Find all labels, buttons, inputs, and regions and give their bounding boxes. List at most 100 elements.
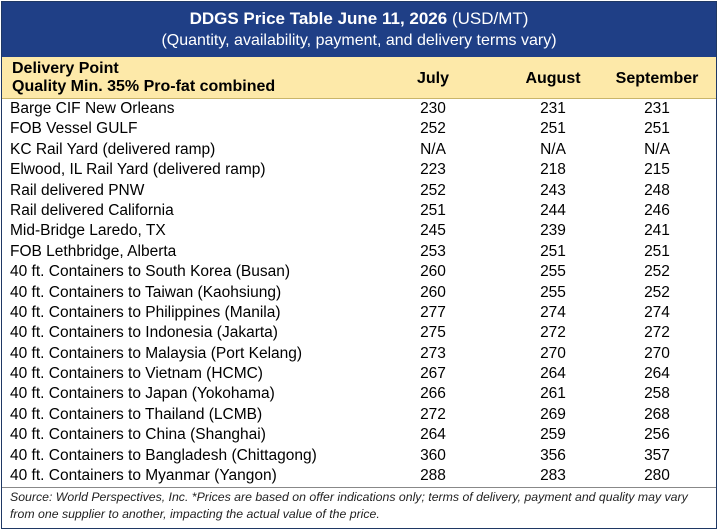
- table-row: Elwood, IL Rail Yard (delivered ramp) 223…: [2, 160, 716, 180]
- quality-label: Quality Min. 35% Pro-fat combined: [12, 78, 276, 95]
- price-july: 223: [420, 161, 446, 179]
- table-row: 40 ft. Containers to China (Shanghai) 264…: [2, 425, 716, 445]
- price-september: 270: [644, 344, 670, 362]
- delivery-point-name: 40 ft. Containers to Taiwan (Kaohsiung): [10, 283, 282, 301]
- table-row: 40 ft. Containers to Indonesia (Jakarta)…: [2, 323, 716, 343]
- source-note: Source: World Perspectives, Inc. *Prices…: [2, 487, 716, 528]
- delivery-point-name: 40 ft. Containers to Indonesia (Jakarta): [10, 324, 278, 342]
- delivery-point-name: Barge CIF New Orleans: [10, 100, 175, 117]
- delivery-point-name: 40 ft. Containers to China (Shanghai): [10, 426, 266, 444]
- table-row: 40 ft. Containers to Taiwan (Kaohsiung) 2…: [2, 283, 716, 303]
- table-body: Barge CIF New Orleans 230 231 231 FOB Vessel…: [2, 99, 716, 486]
- price-september: 258: [644, 385, 670, 403]
- price-august: 251: [540, 242, 566, 260]
- price-july: 277: [420, 303, 446, 321]
- table-row: 40 ft. Containers to South Korea (Busan)…: [2, 262, 716, 282]
- price-july: 252: [420, 181, 446, 199]
- delivery-point-name: KC Rail Yard (delivered ramp): [10, 140, 216, 158]
- delivery-point-name: Rail delivered PNW: [10, 181, 145, 199]
- price-july: 288: [420, 467, 446, 485]
- table-row: Rail delivered California 251 244 246: [2, 201, 716, 221]
- delivery-point-name: 40 ft. Containers to Japan (Yokohama): [10, 385, 275, 403]
- price-august: 231: [540, 100, 566, 117]
- price-september: 357: [644, 446, 670, 464]
- column-header-september: September: [615, 70, 699, 87]
- price-august: 255: [540, 283, 566, 301]
- price-july: 260: [420, 263, 446, 281]
- price-july: 360: [420, 446, 446, 464]
- price-july: 251: [420, 201, 446, 219]
- price-july: 266: [420, 385, 446, 403]
- delivery-point-name: 40 ft. Containers to Thailand (LCMB): [10, 405, 263, 423]
- delivery-point-name: 40 ft. Containers to Myanmar (Yangon): [10, 467, 277, 485]
- price-july: 252: [420, 120, 446, 138]
- table-title: DDGS Price Table June 11, 2026 (USD/MT): [2, 8, 716, 30]
- price-july: 230: [420, 100, 446, 117]
- delivery-point-label: Delivery Point: [12, 60, 119, 77]
- price-september: 251: [644, 242, 670, 260]
- price-july: 264: [420, 426, 446, 444]
- delivery-point-name: 40 ft. Containers to South Korea (Busan): [10, 263, 291, 281]
- column-header-august: August: [525, 70, 581, 87]
- price-july: 267: [420, 365, 446, 383]
- price-august: 239: [540, 222, 566, 240]
- price-july: N/A: [420, 140, 446, 158]
- price-july: 273: [420, 344, 446, 362]
- column-header-row: Delivery Point Quality Min. 35% Pro-fat …: [2, 57, 716, 99]
- price-september: 215: [644, 161, 670, 179]
- price-september: 248: [644, 181, 670, 199]
- price-august: 270: [540, 344, 566, 362]
- table-row: 40 ft. Containers to Vietnam (HCMC) 267 26…: [2, 364, 716, 384]
- price-july: 245: [420, 222, 446, 240]
- price-august: 261: [540, 385, 566, 403]
- delivery-point-name: Mid-Bridge Laredo, TX: [10, 222, 166, 240]
- price-september: N/A: [644, 140, 670, 158]
- price-september: 252: [644, 263, 670, 281]
- table-row: FOB Lethbridge, Alberta 253 251 251: [2, 242, 716, 262]
- delivery-point-name: Elwood, IL Rail Yard (delivered ramp): [10, 161, 266, 179]
- price-september: 231: [644, 100, 670, 117]
- price-september: 272: [644, 324, 670, 342]
- table-row: 40 ft. Containers to Thailand (LCMB) 272 2…: [2, 405, 716, 425]
- price-july: 275: [420, 324, 446, 342]
- price-august: 272: [540, 324, 566, 342]
- delivery-point-name: Rail delivered California: [10, 201, 174, 219]
- price-august: 255: [540, 263, 566, 281]
- table-row: KC Rail Yard (delivered ramp) N/A N/A N/A: [2, 140, 716, 160]
- price-august: 259: [540, 426, 566, 444]
- delivery-point-name: 40 ft. Containers to Philippines (Manila…: [10, 303, 281, 321]
- price-september: 280: [644, 467, 670, 485]
- table-row: 40 ft. Containers to Bangladesh (Chittag…: [2, 446, 716, 466]
- price-september: 274: [644, 303, 670, 321]
- price-september: 252: [644, 283, 670, 301]
- delivery-point-name: 40 ft. Containers to Malaysia (Port Kela…: [10, 344, 303, 362]
- price-september: 246: [644, 201, 670, 219]
- title-unit: (USD/MT): [447, 9, 529, 28]
- table-row: 40 ft. Containers to Philippines (Manila…: [2, 303, 716, 323]
- price-august: 264: [540, 365, 566, 383]
- price-august: 274: [540, 303, 566, 321]
- delivery-point-name: 40 ft. Containers to Vietnam (HCMC): [10, 365, 263, 383]
- table-row: Barge CIF New Orleans 230 231 231: [2, 99, 716, 119]
- price-september: 264: [644, 365, 670, 383]
- delivery-point-name: FOB Lethbridge, Alberta: [10, 242, 177, 260]
- price-august: 218: [540, 161, 566, 179]
- price-september: 241: [644, 222, 670, 240]
- delivery-point-header: Delivery Point Quality Min. 35% Pro-fat …: [12, 60, 275, 96]
- price-august: 251: [540, 120, 566, 138]
- price-august: 283: [540, 467, 566, 485]
- price-august: 243: [540, 181, 566, 199]
- price-september: 251: [644, 120, 670, 138]
- price-september: 268: [644, 405, 670, 423]
- table-subtitle: (Quantity, availability, payment, and de…: [161, 32, 557, 49]
- price-july: 272: [420, 405, 446, 423]
- table-row: 40 ft. Containers to Myanmar (Yangon) 288…: [2, 466, 716, 486]
- price-july: 260: [420, 283, 446, 301]
- delivery-point-name: 40 ft. Containers to Bangladesh (Chittag…: [10, 446, 317, 464]
- price-august: 269: [540, 405, 566, 423]
- table-row: 40 ft. Containers to Japan (Yokohama) 266…: [2, 384, 716, 404]
- price-september: 256: [644, 426, 670, 444]
- table-row: Mid-Bridge Laredo, TX 245 239 241: [2, 221, 716, 241]
- table-row: FOB Vessel GULF 252 251 251: [2, 119, 716, 139]
